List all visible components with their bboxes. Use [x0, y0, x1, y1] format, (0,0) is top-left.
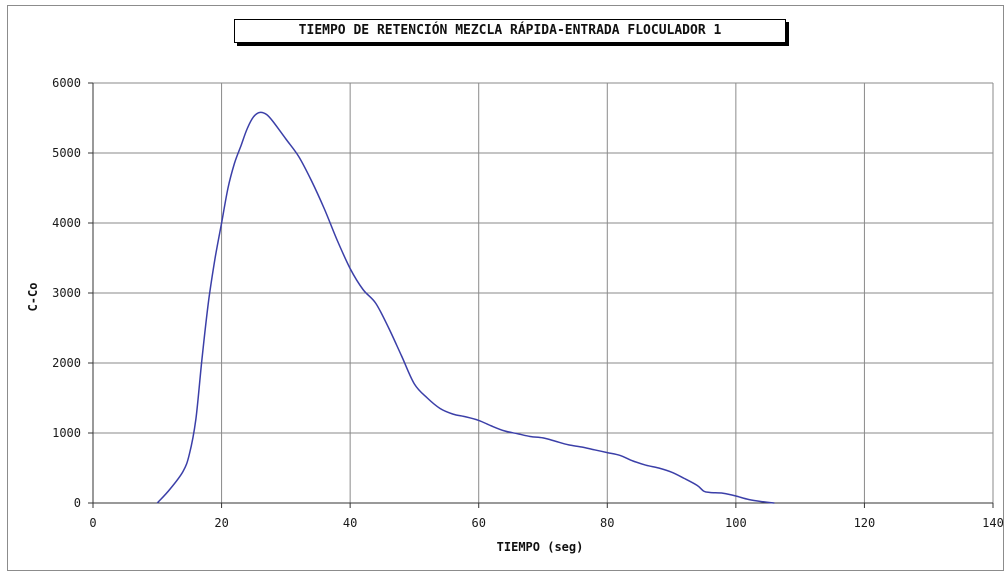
x-tick-label: 140 — [982, 516, 1004, 530]
y-tick-label: 3000 — [52, 286, 81, 300]
chart-title: TIEMPO DE RETENCIÓN MEZCLA RÁPIDA-ENTRAD… — [234, 19, 786, 43]
y-tick-label: 4000 — [52, 216, 81, 230]
x-tick-label: 120 — [854, 516, 876, 530]
y-tick-label: 5000 — [52, 146, 81, 160]
x-tick-label: 100 — [725, 516, 747, 530]
y-tick-labels: 0 1000 2000 3000 4000 5000 6000 — [52, 76, 81, 510]
y-tick-label: 6000 — [52, 76, 81, 90]
grid-lines — [93, 82, 994, 503]
y-tick-label: 2000 — [52, 356, 81, 370]
x-tick-label: 0 — [89, 516, 96, 530]
series-line — [156, 111, 775, 504]
y-axis-title: C-Co — [26, 283, 40, 312]
axes — [88, 82, 994, 508]
x-axis-title: TIEMPO (seg) — [497, 540, 584, 554]
y-tick-label: 0 — [74, 496, 81, 510]
chart-frame — [7, 5, 1004, 571]
x-tick-label: 40 — [343, 516, 357, 530]
y-tick-label: 1000 — [52, 426, 81, 440]
x-tick-labels: 0 20 40 60 80 100 120 140 — [89, 516, 1003, 530]
x-tick-label: 80 — [600, 516, 614, 530]
data-series — [156, 111, 775, 504]
x-tick-label: 60 — [471, 516, 485, 530]
x-tick-label: 20 — [214, 516, 228, 530]
